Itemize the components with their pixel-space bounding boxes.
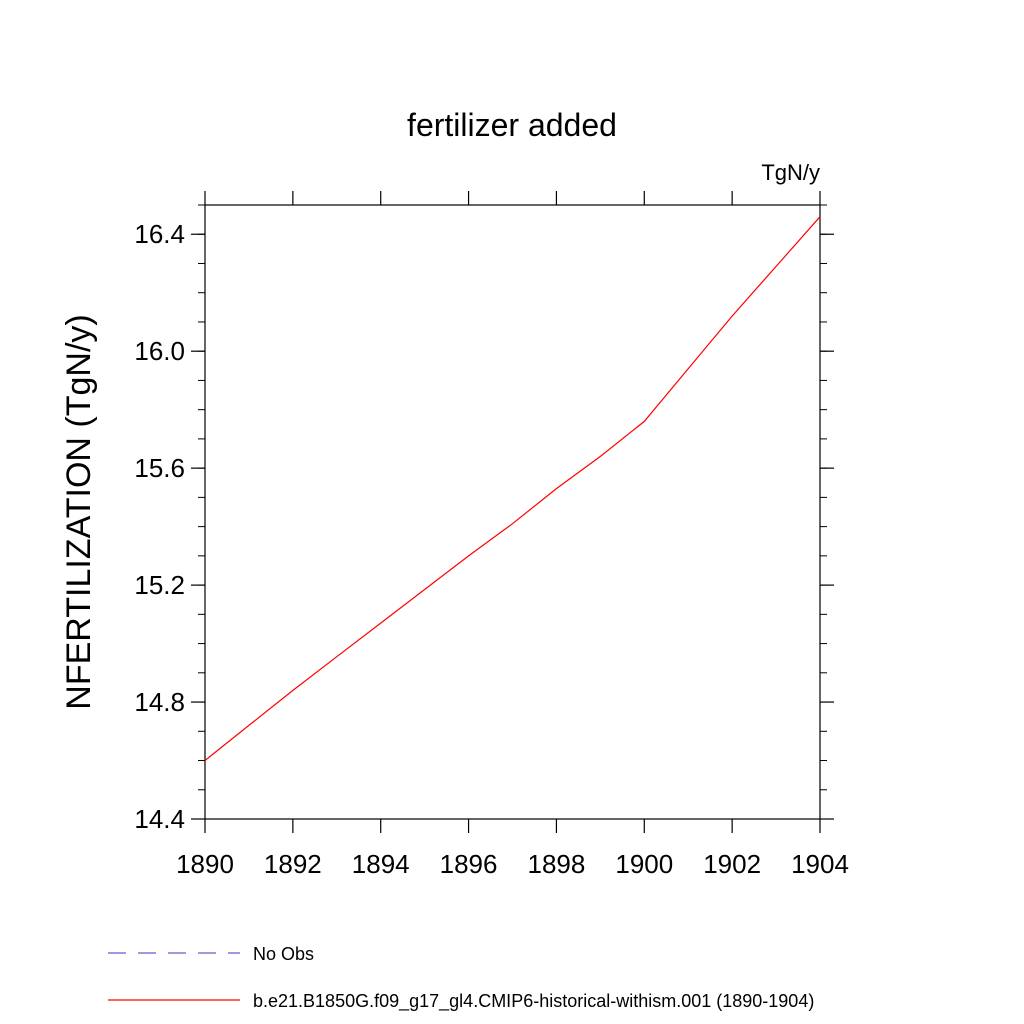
x-tick-label: 1902 xyxy=(703,849,761,879)
x-tick-label: 1904 xyxy=(791,849,849,879)
x-tick-label: 1900 xyxy=(615,849,673,879)
x-tick-label: 1896 xyxy=(440,849,498,879)
y-tick-label: 16.0 xyxy=(134,336,185,366)
y-tick-label: 15.2 xyxy=(134,570,185,600)
x-tick-label: 1894 xyxy=(352,849,410,879)
y-axis-label: NFERTILIZATION (TgN/y) xyxy=(60,314,98,709)
x-tick-label: 1892 xyxy=(264,849,322,879)
legend-label: b.e21.B1850G.f09_g17_gl4.CMIP6-historica… xyxy=(253,991,814,1012)
x-tick-label: 1898 xyxy=(528,849,586,879)
legend: No Obs b.e21.B1850G.f09_g17_gl4.CMIP6-his… xyxy=(108,944,814,1012)
y-tick-label: 16.4 xyxy=(134,219,185,249)
plot-frame xyxy=(204,204,821,820)
y-tick-label: 14.4 xyxy=(134,804,185,834)
y-tick-label: 14.8 xyxy=(134,687,185,717)
plot-area: 1890 1892 1894 1896 1898 1900 1902 1904 14.4 14.8… xyxy=(134,191,849,879)
y-tick-label: 15.6 xyxy=(134,453,185,483)
x-tick-label: 1890 xyxy=(176,849,234,879)
units-label: TgN/y xyxy=(761,160,820,185)
legend-label: No Obs xyxy=(253,944,314,964)
chart-title: fertilizer added xyxy=(407,107,617,143)
series-line xyxy=(204,216,821,761)
